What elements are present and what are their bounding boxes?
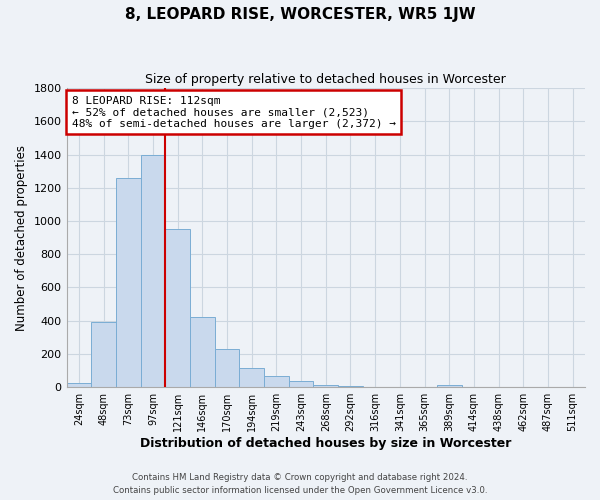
Text: Contains HM Land Registry data © Crown copyright and database right 2024.
Contai: Contains HM Land Registry data © Crown c… [113, 474, 487, 495]
Bar [215, 349, 239, 387]
Bar [91, 322, 116, 387]
Title: Size of property relative to detached houses in Worcester: Size of property relative to detached ho… [145, 72, 506, 86]
X-axis label: Distribution of detached houses by size in Worcester: Distribution of detached houses by size … [140, 437, 511, 450]
Bar [338, 386, 363, 387]
Bar [437, 384, 461, 387]
Bar [140, 156, 165, 387]
Text: 8, LEOPARD RISE, WORCESTER, WR5 1JW: 8, LEOPARD RISE, WORCESTER, WR5 1JW [125, 8, 475, 22]
Bar [165, 230, 190, 387]
Bar [289, 380, 313, 387]
Bar [116, 178, 140, 387]
Bar [190, 318, 215, 387]
Bar [264, 376, 289, 387]
Bar [67, 383, 91, 387]
Bar [313, 384, 338, 387]
Y-axis label: Number of detached properties: Number of detached properties [15, 144, 28, 330]
Text: 8 LEOPARD RISE: 112sqm
← 52% of detached houses are smaller (2,523)
48% of semi-: 8 LEOPARD RISE: 112sqm ← 52% of detached… [72, 96, 396, 128]
Bar [239, 368, 264, 387]
